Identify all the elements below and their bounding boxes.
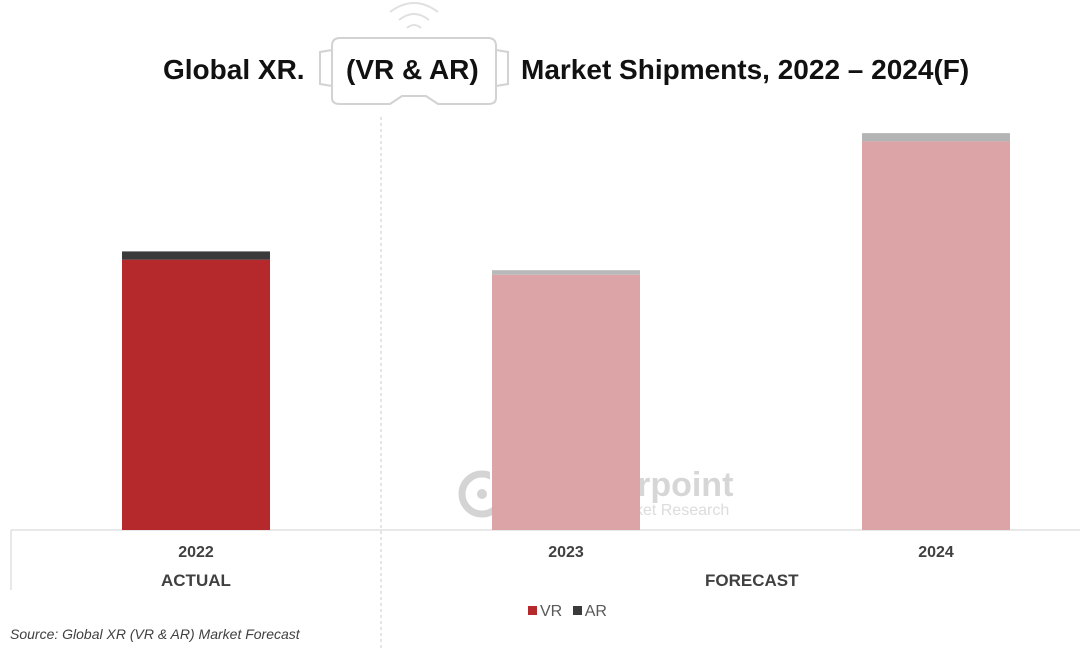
- source-note: Source: Global XR (VR & AR) Market Forec…: [10, 626, 300, 642]
- legend: VR AR: [528, 603, 613, 621]
- x-tick-label-2024: 2024: [918, 544, 954, 561]
- bar-ar-2022: [122, 251, 270, 260]
- bar-vr-2024: [862, 141, 1010, 530]
- bar-ar-2023: [492, 270, 640, 275]
- title-middle: (VR & AR): [346, 54, 479, 85]
- bars-layer: [122, 133, 1010, 530]
- x-tick-label-2023: 2023: [548, 544, 584, 561]
- group-label-forecast: FORECAST: [705, 571, 799, 590]
- bar-vr-2023: [492, 274, 640, 530]
- tick-labels-layer: 2022 2023 2024: [178, 544, 954, 561]
- bar-ar-2024: [862, 133, 1010, 142]
- bar-vr-2022: [122, 259, 270, 530]
- legend-label-ar: AR: [584, 603, 607, 620]
- title-right: Market Shipments, 2022 – 2024(F): [521, 54, 970, 85]
- legend-item-vr: VR: [528, 603, 562, 620]
- legend-item-ar: AR: [572, 603, 607, 620]
- legend-label-vr: VR: [540, 603, 563, 620]
- x-tick-label-2022: 2022: [178, 544, 214, 561]
- legend-swatch-ar: [572, 606, 582, 615]
- vr-headset-icon: [319, 2, 509, 105]
- group-label-actual: ACTUAL: [161, 571, 231, 590]
- title-left: Global XR.: [163, 54, 305, 85]
- chart-title: Global XR. (VR & AR) Market Shipments, 2…: [0, 2, 1080, 105]
- legend-swatch-vr: [528, 606, 537, 615]
